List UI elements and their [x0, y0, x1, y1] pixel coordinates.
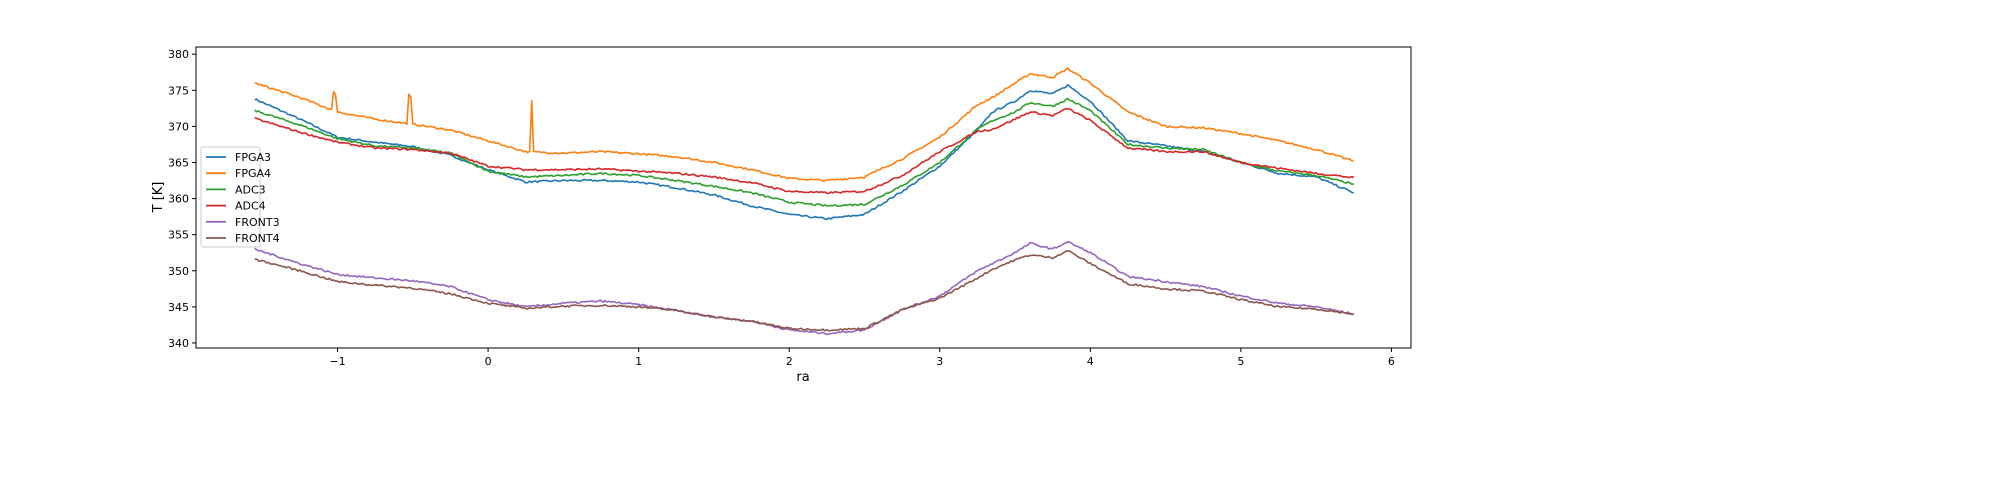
y-tick-label: 345 [168, 301, 189, 314]
x-tick-label: 5 [1237, 355, 1244, 368]
series-line-front3 [254, 240, 1354, 336]
legend-label: FPGA4 [235, 167, 271, 180]
series-line-adc4 [254, 108, 1355, 195]
y-tick-label: 375 [168, 84, 189, 97]
series-line-adc3 [254, 97, 1354, 207]
x-tick-label: 2 [786, 355, 793, 368]
x-tick-label: 3 [936, 355, 943, 368]
y-tick-label: 370 [168, 120, 189, 133]
legend-label: FPGA3 [235, 151, 271, 164]
legend-label: FRONT3 [235, 216, 280, 229]
x-tick-label: 6 [1388, 355, 1395, 368]
x-tick-label: −1 [329, 355, 345, 368]
y-tick-label: 340 [168, 337, 189, 350]
x-tick-label: 4 [1087, 355, 1094, 368]
plot-lines [254, 67, 1355, 336]
y-tick-label: 365 [168, 156, 189, 169]
y-tick-label: 350 [168, 265, 189, 278]
x-tick-label: 1 [635, 355, 642, 368]
legend-label: FRONT4 [235, 232, 280, 245]
x-axis-ticks: −1 0 1 2 3 4 5 6 [329, 348, 1395, 368]
x-tick-label: 0 [485, 355, 492, 368]
series-line-front4 [254, 250, 1354, 332]
legend-label: ADC4 [235, 200, 266, 213]
axes-frame [195, 46, 1412, 349]
y-tick-label: 380 [168, 48, 189, 61]
y-tick-label: 360 [168, 193, 189, 206]
legend: FPGA3 FPGA4 ADC3 ADC4 FRONT3 FRONT4 [200, 146, 280, 248]
y-axis-ticks: 340 345 350 355 360 365 370 375 380 [168, 48, 196, 350]
y-tick-label: 355 [168, 229, 189, 242]
series-line-fpga4 [254, 67, 1354, 182]
x-axis-label: ra [796, 370, 809, 385]
y-axis-label: T [K] [151, 182, 166, 214]
legend-label: ADC3 [235, 183, 266, 196]
